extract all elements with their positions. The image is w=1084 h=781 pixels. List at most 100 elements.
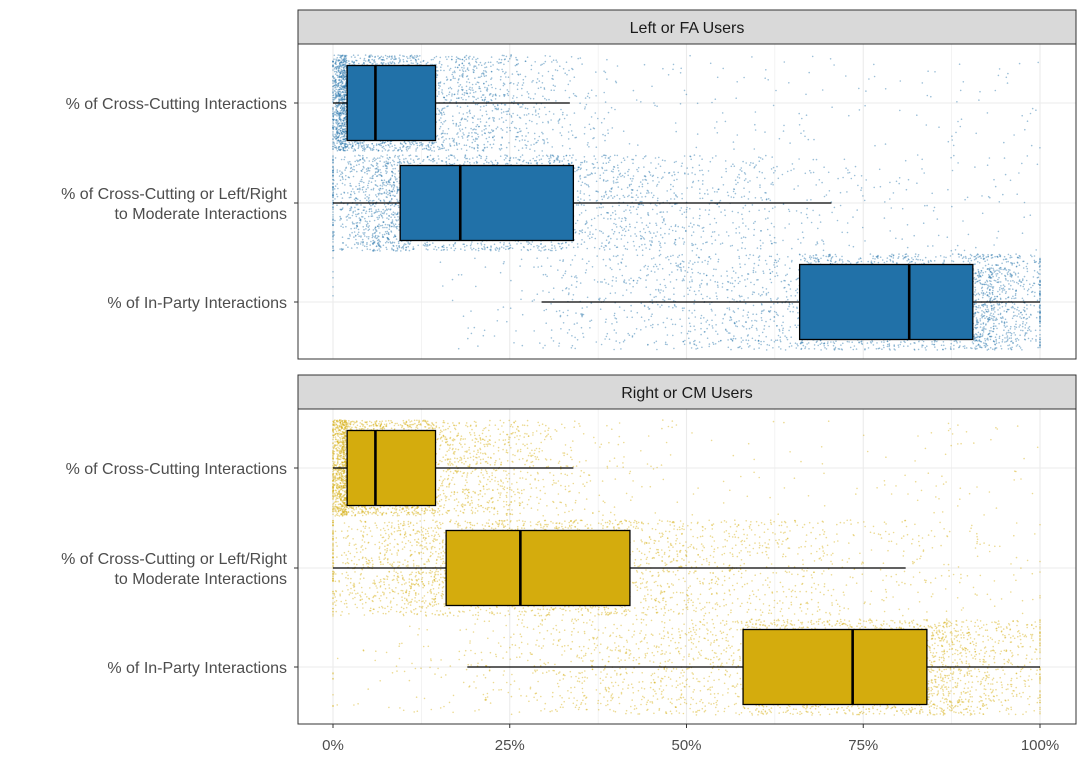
data-point — [335, 92, 337, 94]
data-point — [623, 196, 626, 198]
data-point — [771, 156, 773, 158]
data-point — [576, 169, 578, 172]
data-point — [344, 91, 347, 94]
data-point — [716, 121, 718, 123]
data-point — [337, 135, 340, 138]
data-point — [645, 247, 647, 249]
data-point — [341, 142, 344, 145]
data-point — [1035, 109, 1037, 111]
data-point — [541, 247, 543, 249]
data-point — [333, 141, 335, 144]
data-point — [391, 57, 394, 59]
data-point — [354, 160, 357, 163]
data-point — [438, 148, 440, 151]
data-point — [461, 135, 463, 138]
data-point — [711, 187, 714, 189]
data-point — [596, 207, 598, 209]
data-point — [747, 198, 750, 200]
data-point — [443, 69, 445, 72]
data-point — [387, 144, 389, 146]
data-point — [485, 104, 488, 107]
data-point — [332, 65, 334, 67]
data-point — [415, 56, 418, 58]
data-point — [354, 210, 357, 212]
data-point — [527, 93, 530, 95]
data-point — [342, 69, 345, 71]
data-point — [391, 145, 394, 147]
data-point — [411, 141, 413, 143]
data-point — [498, 148, 501, 150]
data-point — [614, 80, 617, 83]
data-point — [335, 61, 337, 64]
data-point — [443, 121, 445, 123]
data-point — [662, 67, 664, 70]
data-point — [461, 62, 464, 65]
data-point — [815, 244, 817, 246]
data-point — [391, 247, 393, 250]
data-point — [704, 209, 707, 211]
data-point — [874, 144, 876, 147]
data-point — [475, 138, 477, 141]
data-point — [788, 82, 790, 84]
data-point — [598, 247, 601, 250]
data-point — [490, 131, 492, 134]
data-point — [490, 56, 493, 58]
data-point — [587, 142, 589, 144]
data-point — [377, 166, 379, 168]
data-point — [842, 176, 844, 179]
data-point — [409, 55, 412, 57]
data-point — [471, 146, 473, 149]
data-point — [343, 98, 346, 101]
data-point — [336, 74, 338, 77]
data-point — [484, 159, 487, 161]
data-point — [815, 184, 817, 186]
data-point — [368, 194, 371, 196]
data-point — [974, 166, 976, 168]
data-point — [383, 142, 386, 144]
data-point — [937, 234, 940, 237]
data-point — [344, 73, 346, 75]
data-point — [593, 127, 596, 130]
data-point — [516, 84, 519, 86]
data-point — [955, 131, 957, 134]
data-point — [516, 88, 519, 91]
data-point — [479, 61, 482, 64]
data-point — [459, 58, 462, 61]
data-point — [473, 65, 476, 67]
data-point — [394, 167, 397, 170]
data-point — [474, 103, 477, 106]
data-point — [868, 78, 870, 80]
data-point — [378, 235, 380, 238]
data-point — [747, 181, 749, 183]
data-point — [522, 82, 525, 84]
data-point — [465, 149, 468, 152]
data-point — [332, 143, 334, 145]
data-point — [1023, 201, 1026, 204]
data-point — [349, 235, 351, 237]
data-point — [602, 232, 604, 234]
data-point — [833, 64, 835, 66]
data-point — [403, 141, 406, 143]
data-point — [505, 55, 508, 58]
data-point — [901, 238, 903, 240]
data-point — [466, 67, 469, 69]
data-point — [437, 155, 440, 157]
data-point — [419, 61, 422, 63]
data-point — [469, 64, 471, 66]
data-point — [727, 235, 730, 237]
data-point — [730, 196, 733, 198]
data-point — [552, 59, 555, 61]
data-point — [344, 55, 347, 58]
data-point — [898, 177, 901, 179]
data-point — [387, 231, 390, 234]
data-point — [831, 106, 833, 108]
data-point — [506, 92, 509, 95]
data-point — [498, 69, 500, 71]
data-point — [453, 70, 456, 72]
data-point — [460, 119, 463, 121]
data-point — [457, 81, 459, 84]
data-point — [381, 59, 384, 61]
data-point — [332, 214, 334, 216]
data-point — [688, 225, 690, 228]
data-point — [606, 78, 608, 80]
